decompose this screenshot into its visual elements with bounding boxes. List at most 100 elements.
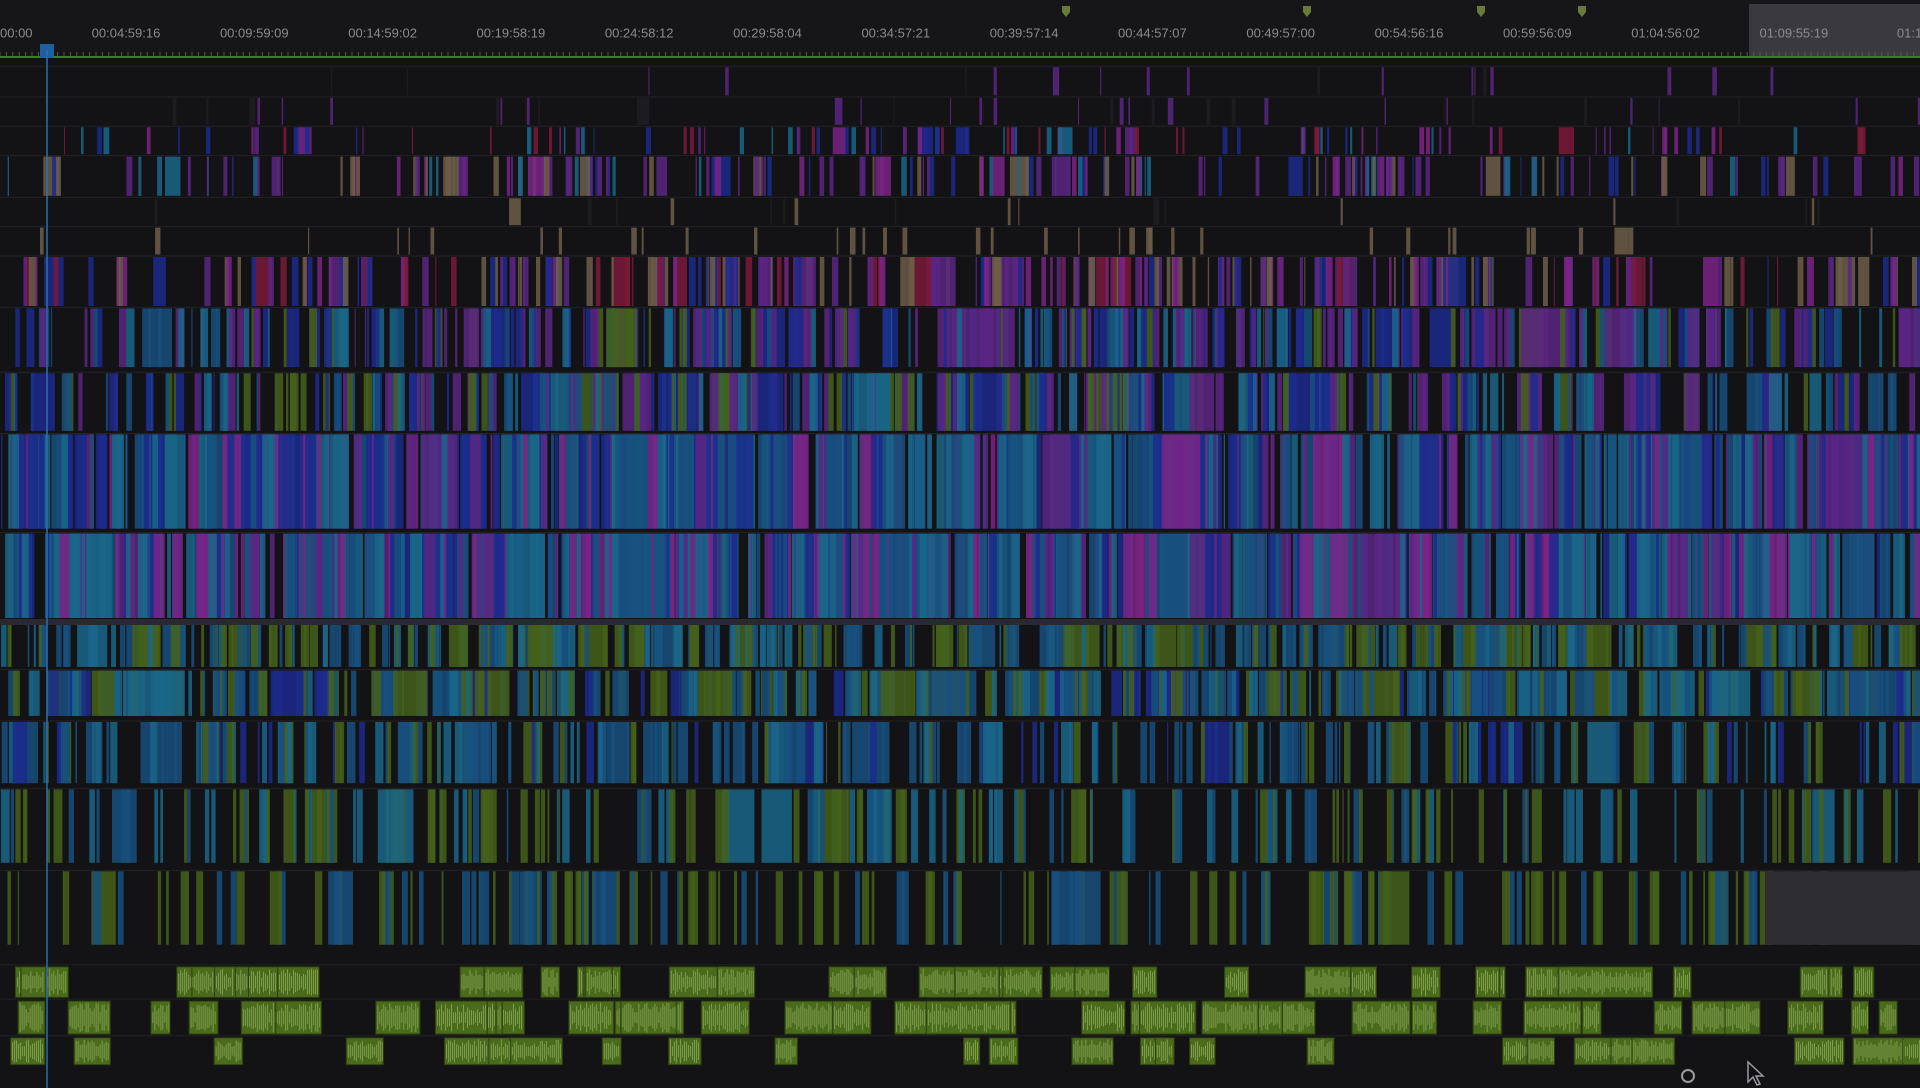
clip bbox=[213, 373, 215, 431]
clip bbox=[558, 227, 562, 255]
clip bbox=[393, 373, 401, 431]
clip bbox=[1111, 670, 1123, 716]
clip bbox=[634, 373, 640, 431]
clip bbox=[1905, 624, 1913, 667]
clip bbox=[1711, 373, 1714, 431]
clip bbox=[1402, 308, 1410, 368]
clip bbox=[448, 624, 469, 667]
clip bbox=[1674, 533, 1685, 618]
clip bbox=[339, 624, 342, 667]
clip bbox=[1885, 434, 1893, 529]
clip bbox=[1161, 434, 1201, 529]
clip bbox=[1260, 789, 1269, 863]
clip bbox=[1711, 533, 1722, 618]
clip bbox=[949, 434, 953, 529]
clip bbox=[909, 257, 933, 306]
clip bbox=[1146, 67, 1150, 96]
clip bbox=[1069, 308, 1072, 368]
clip bbox=[1863, 722, 1866, 784]
clip bbox=[1207, 257, 1210, 306]
clip bbox=[670, 198, 675, 226]
clip bbox=[441, 434, 448, 529]
clip bbox=[172, 533, 183, 618]
clip bbox=[767, 156, 771, 196]
clip bbox=[559, 434, 569, 529]
clip bbox=[1573, 434, 1582, 529]
clip bbox=[1107, 308, 1116, 368]
clip bbox=[564, 871, 571, 945]
clip bbox=[1685, 722, 1687, 784]
clip bbox=[81, 533, 85, 618]
clip bbox=[1125, 373, 1129, 431]
clip bbox=[1477, 308, 1484, 368]
clip bbox=[1812, 533, 1822, 618]
clip bbox=[1101, 373, 1107, 431]
clip bbox=[76, 434, 87, 529]
clip bbox=[145, 533, 154, 618]
clip bbox=[1893, 624, 1898, 667]
clip bbox=[788, 127, 793, 155]
clip bbox=[1511, 533, 1521, 618]
clip bbox=[677, 871, 679, 945]
clip bbox=[431, 373, 435, 431]
clip bbox=[1706, 789, 1713, 863]
clip bbox=[395, 308, 405, 368]
clip bbox=[533, 127, 538, 155]
clip bbox=[738, 373, 747, 431]
clip bbox=[225, 722, 234, 784]
clip bbox=[1018, 198, 1020, 226]
clip bbox=[851, 434, 858, 529]
clip bbox=[591, 434, 600, 529]
clip bbox=[523, 434, 525, 529]
clip bbox=[688, 670, 691, 716]
clip bbox=[1300, 434, 1304, 529]
clip bbox=[1265, 533, 1267, 618]
clip bbox=[328, 871, 337, 945]
clip bbox=[789, 373, 792, 431]
clip bbox=[510, 156, 514, 196]
clip bbox=[302, 257, 307, 306]
clip bbox=[1535, 722, 1545, 784]
clip bbox=[26, 308, 35, 368]
clip bbox=[1236, 533, 1243, 618]
clip bbox=[1072, 624, 1074, 667]
clip bbox=[1096, 373, 1100, 431]
clip bbox=[221, 533, 225, 618]
clip bbox=[214, 533, 221, 618]
clip bbox=[1131, 156, 1135, 196]
clip bbox=[990, 227, 993, 255]
clip bbox=[1390, 156, 1396, 196]
clip bbox=[1452, 722, 1457, 784]
clip bbox=[804, 308, 808, 368]
clip bbox=[1636, 373, 1661, 431]
clip bbox=[1538, 670, 1544, 716]
clip bbox=[698, 127, 701, 155]
clip bbox=[166, 373, 173, 431]
clip bbox=[1890, 156, 1896, 196]
clip bbox=[1044, 533, 1054, 618]
clip bbox=[435, 257, 437, 306]
clip bbox=[1323, 257, 1328, 306]
clip bbox=[1283, 624, 1297, 667]
clip bbox=[1372, 156, 1376, 196]
clip bbox=[1376, 127, 1378, 155]
clip bbox=[47, 789, 51, 863]
clip bbox=[279, 722, 285, 784]
clip bbox=[243, 373, 251, 431]
clip bbox=[612, 373, 615, 431]
clip bbox=[1292, 670, 1299, 716]
clip bbox=[1890, 373, 1897, 431]
clip bbox=[24, 257, 31, 306]
clip bbox=[723, 533, 725, 618]
clip bbox=[1309, 670, 1312, 716]
clip bbox=[1589, 156, 1591, 196]
clip bbox=[561, 624, 568, 667]
clip bbox=[575, 127, 581, 155]
clip bbox=[366, 434, 373, 529]
clip bbox=[108, 533, 118, 618]
clip bbox=[285, 624, 292, 667]
clip bbox=[554, 533, 559, 618]
clip bbox=[690, 127, 692, 155]
clip bbox=[656, 156, 667, 196]
clip bbox=[1384, 871, 1410, 945]
